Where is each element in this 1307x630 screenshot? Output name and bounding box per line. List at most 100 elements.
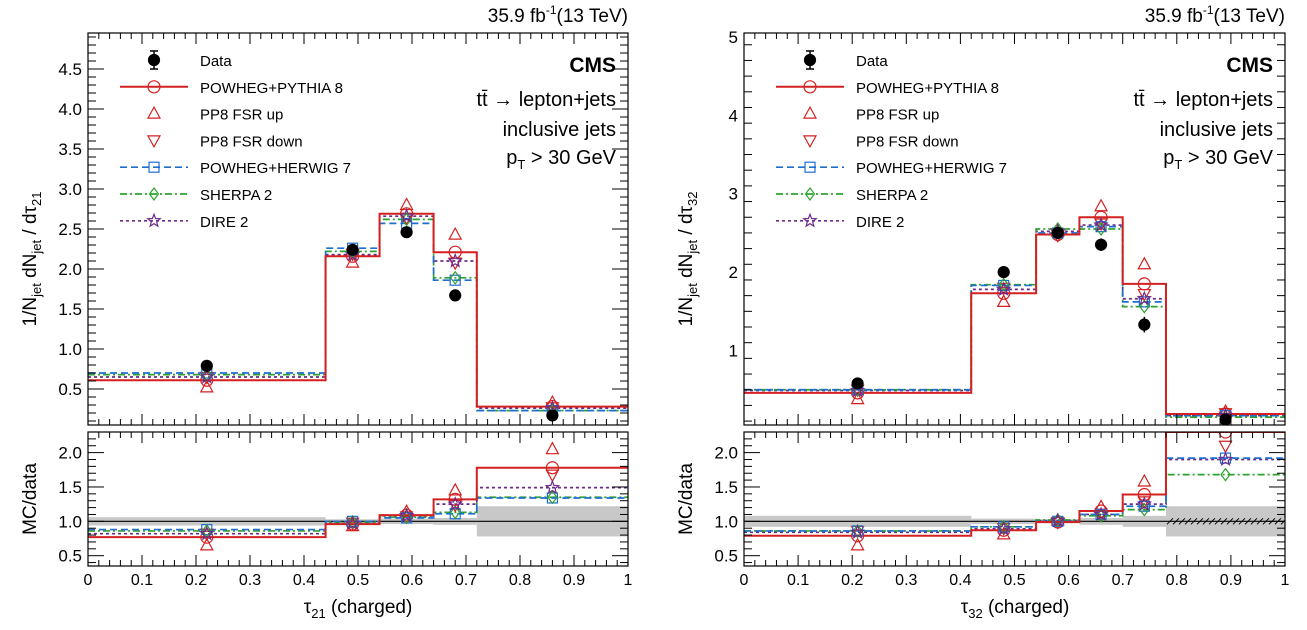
x-tick-label: 0.2 (185, 572, 207, 589)
ratio-line-powheg_pythia (744, 432, 1285, 537)
text-part: 35.9 fb (1145, 6, 1203, 27)
ratio-marker-dire (1050, 512, 1066, 528)
x-axis-label: τ21 (charged) (304, 597, 413, 621)
ratio-marker-sherpa (1095, 508, 1107, 523)
ratio-y-tick-label: 2.0 (714, 444, 738, 463)
hatch-mark (1220, 517, 1228, 525)
x-tick-label: 1 (624, 572, 633, 589)
hatch-mark (1244, 517, 1252, 525)
y-tick-label: 5 (729, 28, 738, 47)
text-part: p (506, 147, 517, 169)
ratio-marker-sherpa (1220, 467, 1231, 482)
text-part: 35.9 fb (488, 6, 546, 27)
ratio-y-tick-label: 1.0 (58, 512, 82, 531)
x-tick-label: 0.8 (509, 572, 531, 589)
x-tick-label: 0.5 (1003, 572, 1025, 589)
marker-dire (1136, 290, 1153, 306)
text-part: (charged) (983, 597, 1070, 618)
text-part: > 30 GeV (525, 147, 616, 169)
ratio-marker-powheg_herwig (1138, 500, 1150, 512)
text-part: -1 (1203, 3, 1214, 17)
y-tick-label: 2.5 (58, 220, 82, 239)
text-part: 21 (311, 606, 325, 621)
ratio-marker-sherpa (852, 523, 863, 538)
marker-fsr_up (850, 391, 865, 405)
legend-marker-powheg_herwig (804, 161, 816, 173)
ratio-plot-area (88, 441, 628, 551)
legend-marker-fsr_up (802, 105, 818, 119)
ratio-marker-sherpa (347, 515, 358, 530)
ratio-marker-sherpa (401, 510, 412, 525)
marker-fsr_up (199, 379, 214, 393)
text-part: / d (20, 213, 41, 239)
ratio-marker-dire (1217, 451, 1234, 467)
legend-marker-sherpa (148, 187, 160, 201)
marker-sherpa (1139, 299, 1150, 314)
y-tick-label: 0.5 (58, 380, 82, 399)
text-part: dN (676, 254, 697, 284)
text-part: 32 (685, 191, 700, 205)
data-point (200, 359, 213, 372)
legend: Data POWHEG+PYTHIA 8 PP8 FSR up PP8 FSR dow… (120, 50, 351, 231)
marker-dire (1093, 216, 1109, 232)
marker-sherpa (201, 367, 213, 382)
legend-label-powheg_pythia: POWHEG+PYTHIA 8 (856, 80, 999, 97)
data-point (1094, 238, 1108, 251)
pt-cut-label: pT > 30 GeV (506, 147, 616, 172)
text-part: 32 (968, 606, 982, 621)
marker-powheg_herwig (1095, 221, 1107, 233)
ratio-marker-sherpa (547, 490, 558, 505)
marker-fsr_down (1137, 288, 1152, 302)
selection-label: inclusive jets (503, 119, 616, 141)
x-tick-label: 1 (1281, 572, 1290, 589)
chart-panel-2: 35.9 fb-1(13 TeV) CMS tt̄ → lepton+jets inc… (676, 3, 1290, 621)
x-tick-label: 0.1 (787, 572, 809, 589)
histogram-powheg_pythia (744, 216, 1285, 416)
data-point (346, 243, 359, 256)
y-tick-label: 4 (729, 106, 738, 125)
text-part: jet (29, 239, 44, 254)
marker-dire (849, 382, 866, 398)
hatch-mark (1202, 517, 1210, 525)
x-tick-label: 0.6 (1057, 572, 1079, 589)
x-tick-label: 0.7 (455, 572, 477, 589)
legend-label-powheg_herwig: POWHEG+HERWIG 7 (856, 160, 1007, 177)
ratio-marker-fsr_up (545, 441, 560, 455)
ratio-axis-label: MC/data (676, 463, 697, 535)
y-tick-label: 1.0 (58, 340, 82, 359)
text-part: / d (676, 213, 697, 239)
experiment-label: CMS (569, 54, 616, 77)
y-tick-label: 3.5 (58, 140, 82, 159)
ratio-marker-dire (1136, 496, 1153, 511)
hatch-mark (1262, 517, 1270, 525)
data-point (400, 226, 413, 239)
hatch-mark (1214, 517, 1222, 525)
data-point (851, 377, 864, 390)
histogram-powheg_herwig (744, 225, 1285, 417)
text-part: dN (20, 254, 41, 284)
text-part: τ (20, 205, 41, 213)
hatch-mark (1196, 517, 1204, 525)
data-point (1051, 226, 1064, 240)
ratio-marker-fsr_up (1094, 499, 1109, 513)
marker-sherpa (449, 270, 461, 285)
ratio-marker-powheg_pythia (200, 530, 214, 544)
y-tick-label: 2 (729, 263, 738, 282)
ratio-y-tick-label: 1.0 (714, 512, 738, 531)
legend-label-dire: DIRE 2 (856, 214, 904, 231)
text-part: τ (304, 597, 312, 618)
marker-powheg_pythia (200, 373, 214, 387)
text-part: τ (676, 205, 697, 213)
legend-label-fsr_up: PP8 FSR up (200, 107, 283, 124)
experiment-label: CMS (1226, 54, 1273, 77)
legend-marker-powheg_pythia (803, 80, 817, 94)
chart-panel-1: 35.9 fb-1(13 TeV) CMS tt̄ → lepton+jets inc… (20, 3, 633, 621)
text-part: 1/N (676, 297, 697, 327)
marker-powheg_herwig (1138, 296, 1150, 308)
text-part: p (1163, 147, 1174, 169)
legend-marker-dire (146, 212, 162, 228)
ratio-marker-sherpa (449, 505, 461, 520)
legend-label-dire: DIRE 2 (200, 214, 248, 231)
marker-sherpa (998, 277, 1009, 292)
y-tick-label: 2.0 (58, 260, 82, 279)
